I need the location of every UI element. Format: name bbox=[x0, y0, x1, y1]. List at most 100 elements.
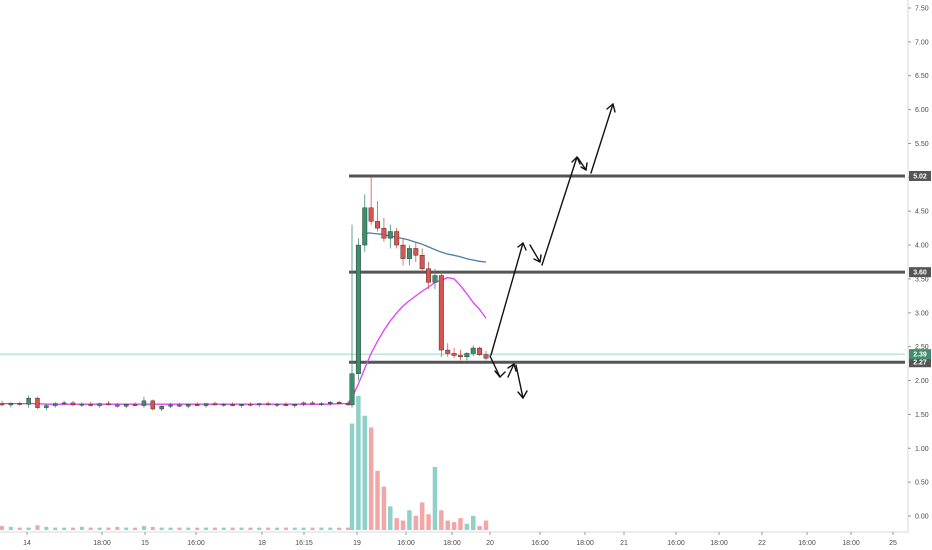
candle-body bbox=[458, 355, 463, 358]
candle-body bbox=[292, 404, 297, 406]
x-tick-label: 22 bbox=[758, 540, 766, 547]
candle-body bbox=[194, 404, 200, 406]
candle-body bbox=[61, 402, 67, 405]
candle-body bbox=[221, 404, 226, 406]
x-tick-label: 16:00 bbox=[667, 540, 685, 547]
x-tick-label: 15 bbox=[141, 540, 149, 547]
volume-bar bbox=[97, 527, 102, 530]
volume-bar bbox=[106, 527, 111, 530]
projection-arrow-down-1 bbox=[489, 355, 501, 378]
y-tick-label: 5.50 bbox=[915, 141, 929, 148]
candle-body bbox=[177, 404, 182, 407]
x-tick-label: 20 bbox=[486, 540, 494, 547]
projection-arrow-up-3 bbox=[541, 156, 578, 266]
ma-pink-line bbox=[2, 276, 487, 405]
candle-body bbox=[35, 397, 40, 408]
candle-body bbox=[406, 248, 412, 259]
arrow-head bbox=[507, 363, 517, 372]
volume-bar bbox=[35, 525, 40, 530]
x-tick-label: 16:00 bbox=[397, 540, 415, 547]
volume-bar bbox=[275, 527, 280, 530]
candle-body bbox=[483, 354, 489, 359]
projection-arrow-down-4 bbox=[577, 157, 587, 171]
candle-body bbox=[445, 349, 451, 354]
projection-arrow-down-2 bbox=[515, 364, 524, 399]
volume-bar bbox=[115, 526, 120, 530]
volume-bar bbox=[400, 520, 406, 530]
candle-body bbox=[349, 373, 355, 406]
volume-bar bbox=[394, 518, 399, 530]
volume-bar bbox=[319, 527, 324, 530]
y-tick-label: 7.50 bbox=[915, 6, 929, 13]
candle-body bbox=[477, 347, 483, 355]
volume-bar bbox=[346, 527, 350, 530]
candle-body bbox=[17, 403, 22, 405]
volume-bar bbox=[177, 527, 182, 530]
candle-body bbox=[301, 402, 306, 405]
volume-bar bbox=[0, 526, 4, 530]
level-tag-bg bbox=[909, 267, 931, 278]
level-tag-bg bbox=[909, 357, 931, 368]
volume-bar bbox=[26, 527, 31, 530]
x-tick-label: 18:00 bbox=[842, 540, 860, 547]
volume-bar bbox=[248, 527, 253, 530]
y-tick-label: 2.00 bbox=[915, 378, 929, 385]
candle-body bbox=[150, 400, 156, 410]
projection-arrow-up-4 bbox=[590, 103, 614, 174]
volume-bar bbox=[483, 520, 489, 530]
volume-bar bbox=[413, 515, 419, 530]
candle-body bbox=[355, 244, 361, 374]
volume-bar bbox=[62, 527, 67, 530]
volume-bar bbox=[426, 514, 431, 530]
candle-body bbox=[70, 402, 76, 406]
candle-body bbox=[248, 404, 253, 406]
candle-body bbox=[168, 404, 173, 407]
volume-bar bbox=[356, 395, 361, 530]
y-tick-label: 6.50 bbox=[915, 73, 929, 80]
x-tick-label: 18 bbox=[258, 540, 266, 547]
volume-bar bbox=[375, 470, 380, 530]
x-tick-label: 21 bbox=[620, 540, 628, 547]
volume-bar bbox=[53, 527, 58, 530]
candle-body bbox=[400, 244, 406, 259]
candle-body bbox=[53, 403, 58, 406]
candle-body bbox=[451, 353, 457, 356]
level-tag: 5.02 bbox=[913, 173, 927, 180]
volume-bar bbox=[230, 527, 235, 530]
candle-body bbox=[159, 406, 164, 410]
projection-arrow-up-1 bbox=[507, 363, 515, 378]
x-tick-label: 16:00 bbox=[531, 540, 549, 547]
candle-body bbox=[230, 404, 235, 406]
candle-body bbox=[375, 221, 380, 229]
y-tick-label: 0.00 bbox=[915, 514, 929, 521]
volume-bar bbox=[451, 522, 457, 530]
volume-bar bbox=[257, 527, 262, 530]
volume-bar bbox=[292, 527, 297, 530]
volume-bar bbox=[368, 427, 374, 530]
candle-body bbox=[413, 248, 419, 256]
volume-bar bbox=[458, 518, 463, 530]
candle-body bbox=[310, 402, 315, 405]
arrow-head bbox=[494, 370, 506, 378]
candle-body bbox=[212, 403, 218, 406]
volume-bar bbox=[337, 527, 342, 530]
x-tick-label: 18:00 bbox=[576, 540, 594, 547]
candle-body bbox=[203, 403, 209, 406]
candle-body bbox=[274, 404, 280, 406]
candle-body bbox=[345, 403, 351, 406]
volume-bar bbox=[470, 515, 476, 530]
x-tick-label: 14 bbox=[23, 540, 31, 547]
y-tick-label: 3.00 bbox=[915, 310, 929, 317]
volume-bar bbox=[477, 526, 482, 530]
volume-bar bbox=[88, 527, 93, 530]
candle-body bbox=[79, 404, 85, 406]
candle-body bbox=[106, 403, 111, 406]
candle-body bbox=[362, 207, 368, 246]
arrow-head bbox=[517, 390, 528, 399]
volume-bar bbox=[283, 527, 288, 530]
volume-bar bbox=[407, 510, 412, 530]
y-tick-label: 3.50 bbox=[915, 276, 929, 283]
x-tick-label: 18:00 bbox=[710, 540, 728, 547]
candle-body bbox=[368, 207, 374, 222]
